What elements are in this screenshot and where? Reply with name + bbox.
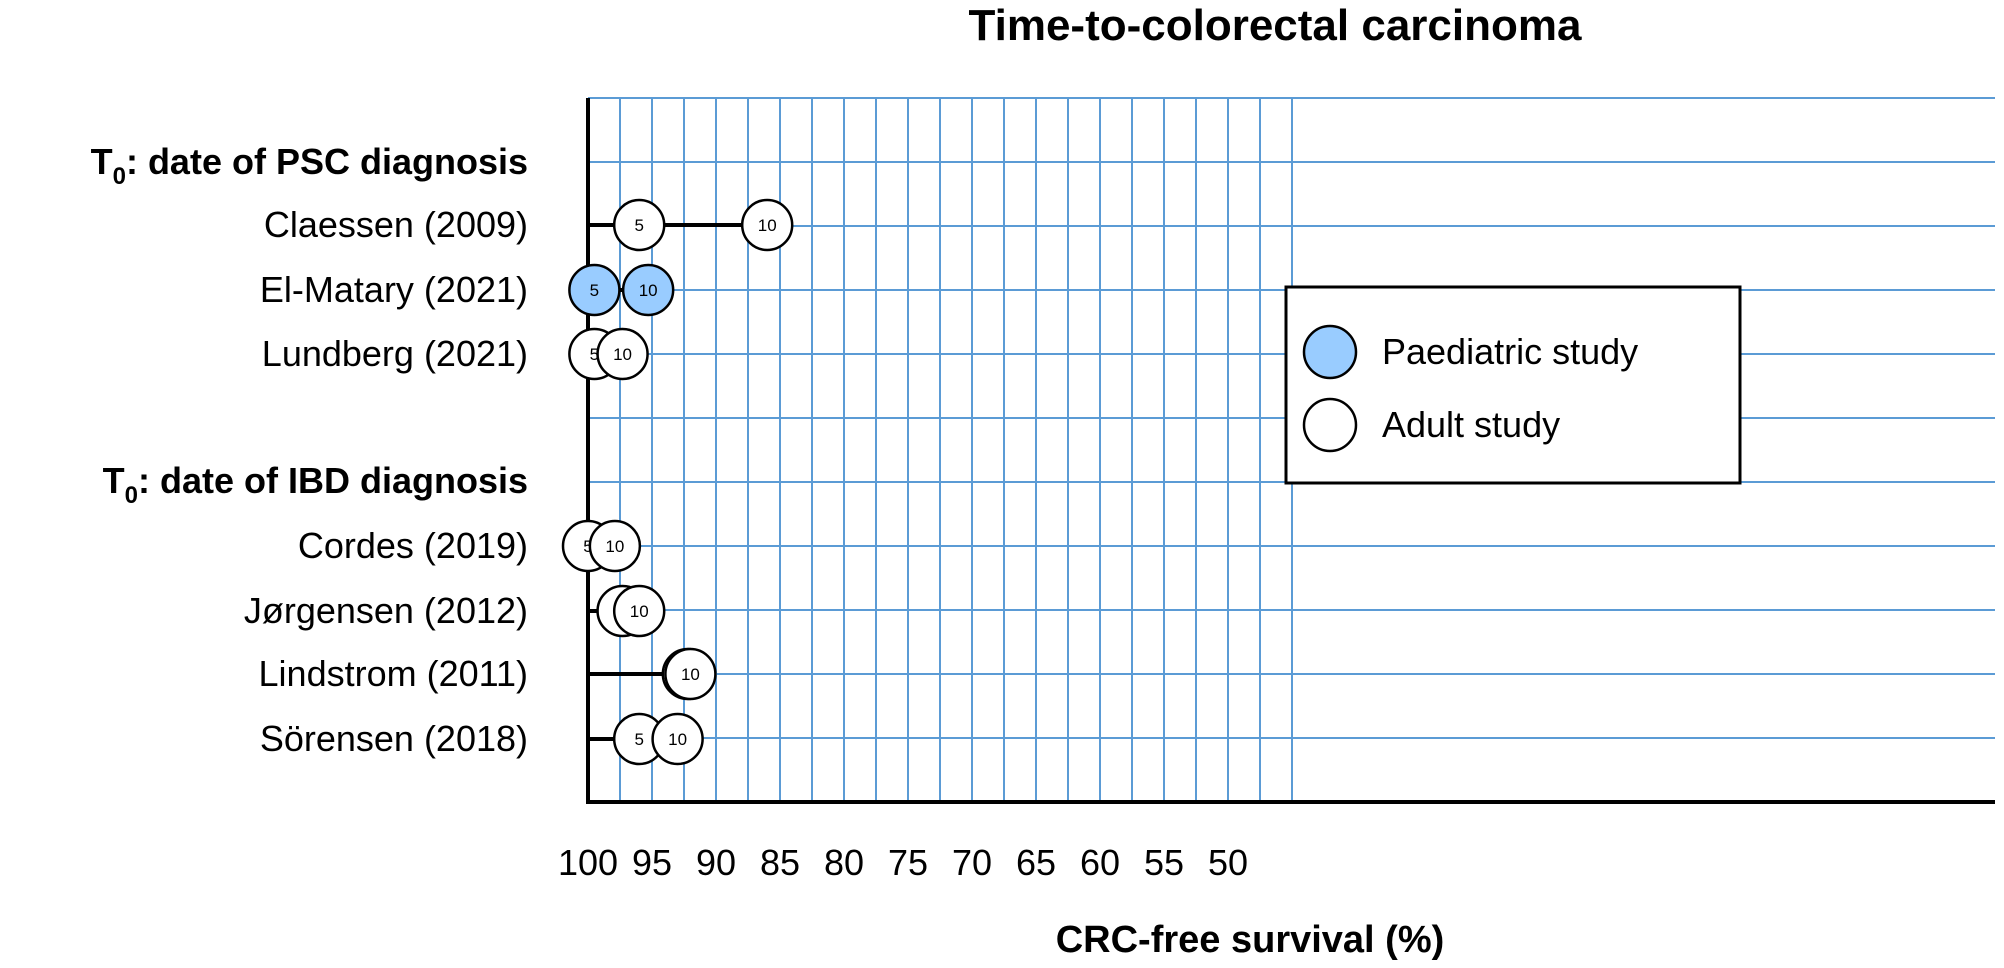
section-heading: T0: date of PSC diagnosis [91, 141, 528, 190]
marker-year-label: 10 [605, 537, 624, 556]
axes [586, 98, 1995, 804]
survival-marker [651, 712, 704, 766]
marker-year-label: 10 [681, 665, 700, 684]
legend-box [1284, 285, 1742, 485]
chart-title: Time-to-colorectal carcinoma [969, 1, 1582, 50]
survival-marker [612, 584, 666, 638]
x-tick-label: 55 [1144, 842, 1184, 883]
marker-year-label: 10 [613, 345, 632, 364]
survival-marker [621, 263, 675, 317]
study-label: El-Matary (2021) [260, 269, 528, 310]
section-heading: T0: date of IBD diagnosis [103, 460, 528, 509]
x-tick-label: 80 [824, 842, 864, 883]
survival-marker [740, 198, 794, 252]
marker-year-label: 5 [634, 730, 643, 749]
survival-marker [664, 647, 717, 701]
legend-marker [1302, 397, 1358, 453]
study-label: Claessen (2009) [264, 204, 528, 245]
marker-year-label: 5 [590, 281, 599, 300]
study-label: Lundberg (2021) [262, 333, 528, 374]
study-label: Lindstrom (2011) [259, 653, 528, 694]
marker-year-label: 5 [590, 345, 599, 364]
marker-year-label: 5 [634, 216, 643, 235]
marker-year-label: 10 [639, 281, 658, 300]
x-tick-label: 75 [888, 842, 928, 883]
x-ticks: 100 95 90 85 80 75 70 65 60 55 50 [558, 842, 1248, 883]
survival-marker [596, 327, 649, 381]
legend-marker [1302, 324, 1358, 380]
marker-year-label: 5 [583, 537, 592, 556]
x-tick-label: 100 [558, 842, 618, 883]
x-axis-label: CRC-free survival (%) [1056, 919, 1445, 961]
x-tick-label: 85 [760, 842, 800, 883]
study-label: Sörensen (2018) [260, 718, 528, 759]
legend: Paediatric study Adult study [1284, 285, 1742, 485]
x-tick-label: 70 [952, 842, 992, 883]
study-rows: T0: date of PSC diagnosis Claessen (2009)… [91, 141, 794, 766]
study-label: Cordes (2019) [298, 525, 528, 566]
x-tick-label: 60 [1080, 842, 1120, 883]
survival-marker [568, 263, 621, 317]
survival-marker [588, 519, 642, 573]
marker-year-label: 10 [630, 602, 649, 621]
x-tick-label: 50 [1208, 842, 1248, 883]
x-tick-label: 90 [696, 842, 736, 883]
marker-year-label: 10 [668, 730, 687, 749]
survival-marker [612, 198, 666, 252]
legend-label: Paediatric study [1382, 331, 1638, 372]
legend-label: Adult study [1382, 404, 1560, 445]
x-tick-label: 65 [1016, 842, 1056, 883]
marker-year-label: 10 [758, 216, 777, 235]
x-tick-label: 95 [632, 842, 672, 883]
study-label: Jørgensen (2012) [244, 590, 528, 631]
